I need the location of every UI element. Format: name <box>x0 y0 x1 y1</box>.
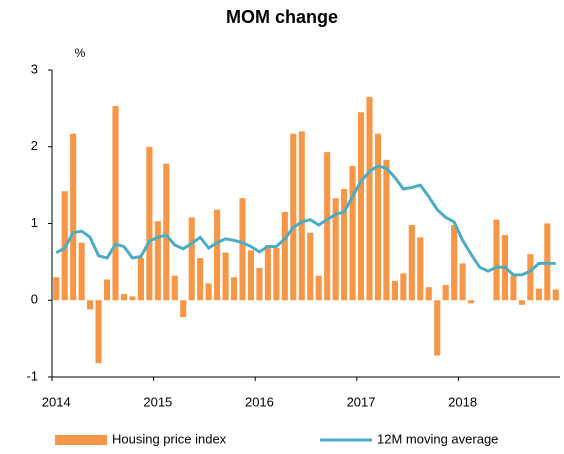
bar <box>518 300 525 305</box>
bar <box>425 287 432 301</box>
bar <box>357 112 365 301</box>
bar <box>120 294 128 301</box>
bar <box>391 281 398 301</box>
y-tick-label: 1 <box>31 215 38 230</box>
bar <box>552 289 559 301</box>
bar <box>180 300 187 318</box>
bar <box>290 133 297 301</box>
bar <box>383 159 390 301</box>
bar <box>197 258 204 301</box>
bar <box>459 263 466 301</box>
y-tick-label: 3 <box>31 61 38 76</box>
bar <box>95 300 102 364</box>
x-tick-label: 2014 <box>42 394 71 409</box>
bar <box>451 225 458 301</box>
bar <box>78 242 85 301</box>
bar <box>315 275 322 301</box>
bar <box>87 300 94 310</box>
bar <box>171 275 178 301</box>
bar <box>273 248 280 301</box>
bar <box>408 225 415 301</box>
bar <box>112 106 119 301</box>
bar <box>332 198 339 301</box>
legend-label: Housing price index <box>112 431 227 446</box>
bar <box>214 209 221 301</box>
bar <box>188 217 195 301</box>
bar <box>146 146 153 301</box>
bar <box>154 221 161 301</box>
chart-title: MOM change <box>226 7 338 27</box>
bar <box>103 279 111 301</box>
x-tick-label: 2015 <box>143 394 172 409</box>
legend-label: 12M moving average <box>377 431 498 446</box>
x-tick-label: 2018 <box>448 394 477 409</box>
y-unit-label: % <box>75 46 86 60</box>
bar <box>205 283 212 301</box>
bar <box>468 300 475 304</box>
bar <box>349 165 356 301</box>
bar <box>70 133 77 301</box>
bar <box>535 288 542 301</box>
bar <box>544 223 551 301</box>
bar <box>281 211 288 301</box>
bar <box>400 273 407 301</box>
bar <box>341 188 348 301</box>
bar <box>239 198 246 301</box>
bar <box>324 152 331 301</box>
x-tick-label: 2017 <box>347 394 376 409</box>
bar <box>230 277 238 301</box>
bar <box>307 232 314 301</box>
legend-swatch <box>55 435 107 445</box>
bar <box>417 237 424 301</box>
bar <box>53 277 60 301</box>
bar <box>264 244 271 301</box>
y-tick-label: 0 <box>31 292 38 307</box>
bar <box>366 96 373 301</box>
bar <box>527 254 534 301</box>
bar <box>137 258 144 301</box>
bar <box>247 250 255 301</box>
bar <box>163 163 170 301</box>
line <box>55 164 556 277</box>
bar <box>256 268 263 301</box>
bar <box>374 133 382 301</box>
y-tick-label: 2 <box>31 138 38 153</box>
bar <box>510 275 517 301</box>
bar <box>222 252 229 301</box>
y-tick-label: -1 <box>26 368 38 383</box>
x-tick-label: 2016 <box>245 394 274 409</box>
bar <box>298 131 305 301</box>
bar <box>129 296 136 301</box>
bar <box>434 300 441 356</box>
bar <box>493 219 500 301</box>
bar <box>442 284 449 301</box>
